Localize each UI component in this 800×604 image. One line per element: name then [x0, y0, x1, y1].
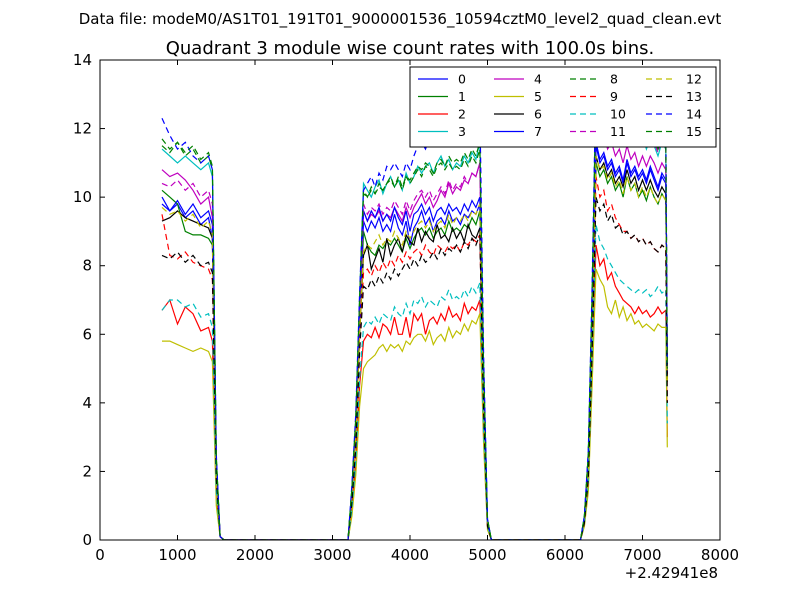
legend-label-5: 5 [534, 89, 542, 104]
legend-label-2: 2 [458, 107, 466, 122]
legend-label-11: 11 [610, 124, 626, 139]
y-tick-label: 4 [82, 394, 92, 412]
x-tick-label: 1000 [158, 546, 196, 564]
y-tick-label: 0 [82, 531, 92, 549]
series-line-13 [161, 196, 668, 540]
series-line-12 [161, 155, 668, 540]
chart-title: Quadrant 3 module wise count rates with … [166, 38, 655, 59]
legend-label-9: 9 [610, 89, 618, 104]
y-tick-label: 10 [73, 188, 92, 206]
legend-label-8: 8 [610, 72, 618, 87]
legend-label-6: 6 [534, 107, 542, 122]
series-line-10 [161, 224, 668, 540]
legend-label-15: 15 [686, 124, 702, 139]
legend-label-1: 1 [458, 89, 466, 104]
y-tick-label: 6 [82, 325, 92, 343]
y-tick-label: 12 [73, 120, 92, 138]
figure-suptitle: Data file: modeM0/AS1T01_191T01_90000015… [79, 10, 722, 29]
x-tick-label: 2000 [236, 546, 274, 564]
y-tick-label: 14 [73, 51, 92, 69]
y-tick-label: 8 [82, 257, 92, 275]
legend-label-4: 4 [534, 72, 542, 87]
x-tick-label: 3000 [313, 546, 351, 564]
legend-label-3: 3 [458, 124, 466, 139]
legend-label-7: 7 [534, 124, 542, 139]
series-line-5 [162, 268, 668, 540]
x-tick-label: 8000 [701, 546, 739, 564]
series-line-1 [161, 162, 668, 540]
series-line-0 [161, 145, 668, 540]
x-tick-label: 7000 [623, 546, 661, 564]
legend-label-13: 13 [686, 89, 702, 104]
legend-label-14: 14 [686, 107, 702, 122]
x-tick-label: 4000 [391, 546, 429, 564]
legend-label-0: 0 [458, 72, 466, 87]
series-line-9 [161, 176, 668, 540]
x-offset-label: +2.42941e8 [625, 564, 718, 582]
legend-label-12: 12 [686, 72, 702, 87]
ticks-layer: 0 1000 2000 3000 4000 5000 6000 7000 80000246810… [73, 51, 739, 564]
x-tick-label: 0 [95, 546, 105, 564]
x-tick-label: 6000 [546, 546, 584, 564]
series-line-6 [161, 155, 668, 540]
x-tick-label: 5000 [468, 546, 506, 564]
y-tick-label: 2 [82, 462, 92, 480]
series-line-7 [161, 142, 668, 540]
series-line-15 [161, 94, 668, 540]
legend-label-10: 10 [610, 107, 626, 122]
series-line-2 [161, 244, 668, 540]
legend-box [409, 66, 717, 148]
